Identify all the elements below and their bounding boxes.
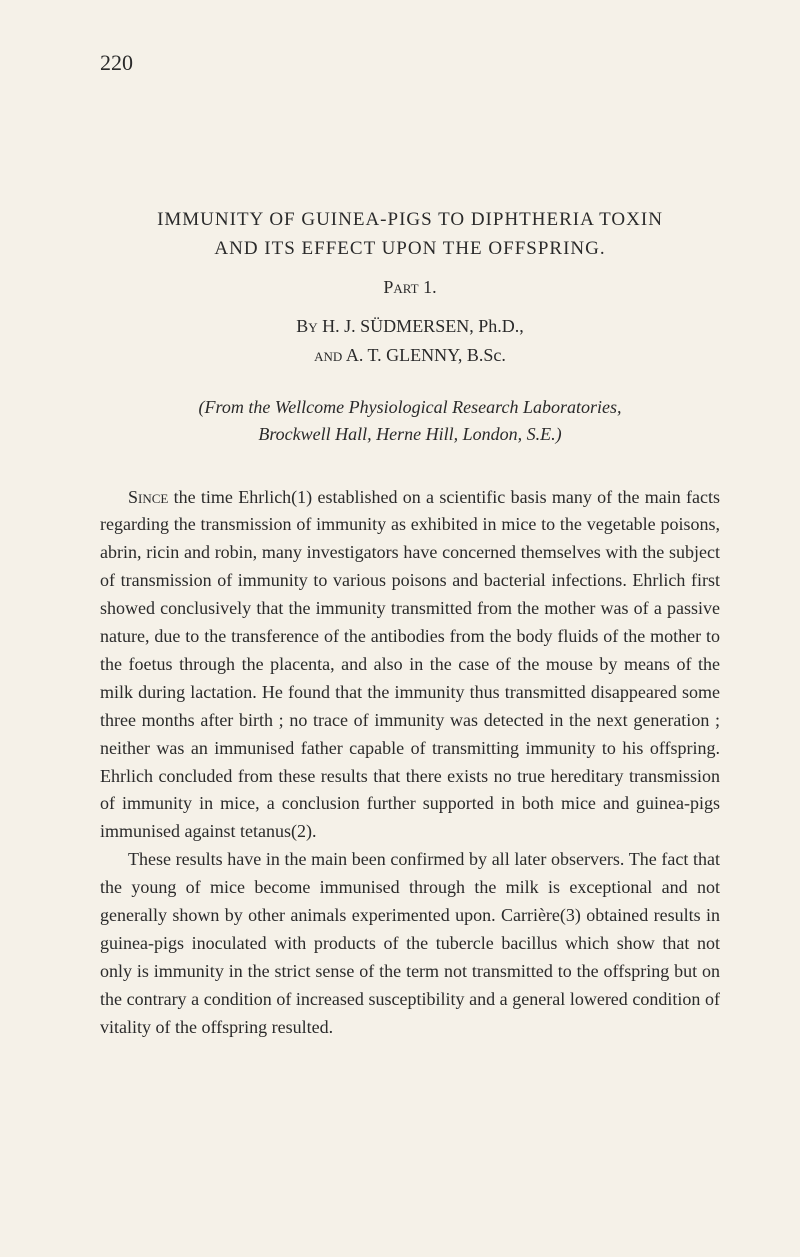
part-label: Part 1.	[100, 277, 720, 298]
paragraph-1: Since the time Ehrlich(1) established on…	[100, 484, 720, 847]
author-and: and	[314, 345, 342, 365]
from-line-2: Brockwell Hall, Herne Hill, London, S.E.…	[100, 421, 720, 448]
title-line2: AND ITS EFFECT UPON THE OFFSPRING.	[100, 235, 720, 264]
author-name-2: A. T. GLENNY, B.Sc.	[342, 345, 506, 365]
author-name-1: H. J. SÜDMERSEN, Ph.D.,	[318, 316, 524, 336]
from-block: (From the Wellcome Physiological Researc…	[100, 394, 720, 448]
author-line-1: By H. J. SÜDMERSEN, Ph.D.,	[100, 312, 720, 341]
page-number: 220	[100, 50, 720, 76]
body-text: Since the time Ehrlich(1) established on…	[100, 484, 720, 1042]
title-block: IMMUNITY OF GUINEA-PIGS TO DIPHTHERIA TO…	[100, 206, 720, 370]
para1-lead: Since	[128, 487, 168, 507]
author-line-2: and A. T. GLENNY, B.Sc.	[100, 341, 720, 370]
from-line-1: (From the Wellcome Physiological Researc…	[100, 394, 720, 421]
paragraph-2: These results have in the main been conf…	[100, 846, 720, 1041]
title-line1: IMMUNITY OF GUINEA-PIGS TO DIPHTHERIA TO…	[100, 206, 720, 235]
para1-rest: the time Ehrlich(1) established on a sci…	[100, 487, 720, 842]
author-by: By	[296, 316, 317, 336]
